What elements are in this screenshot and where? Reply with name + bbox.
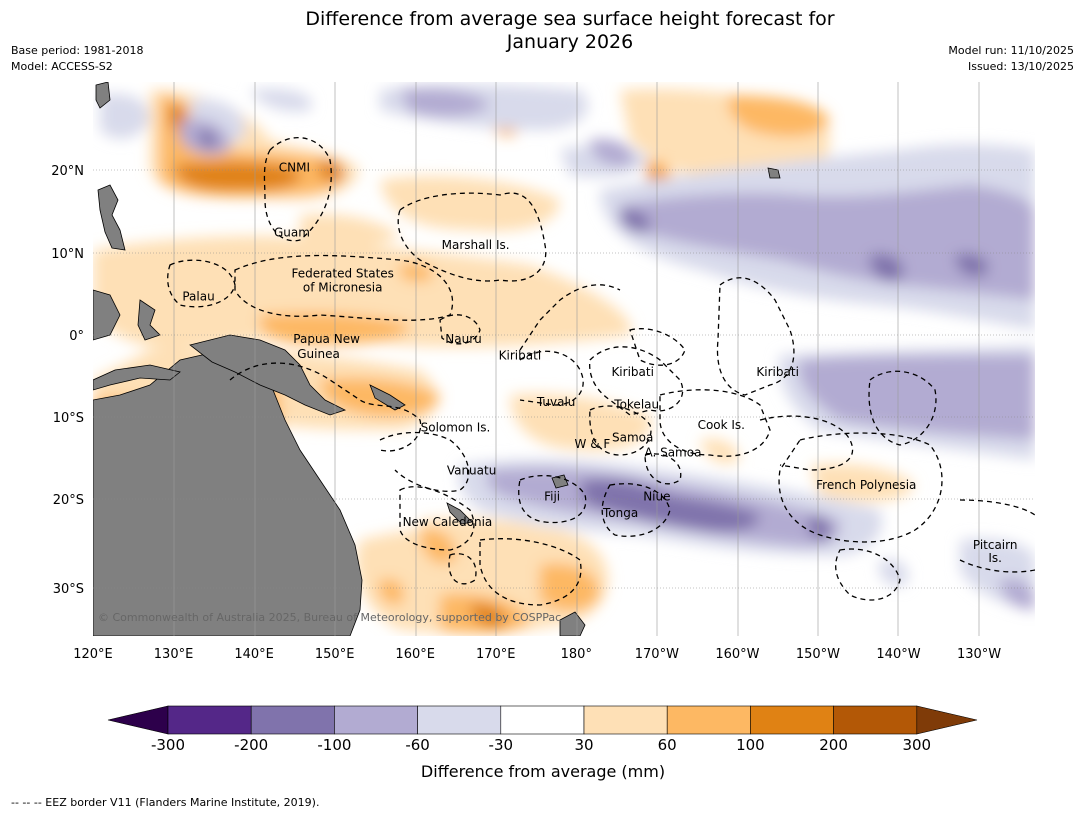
place-label: Kiribati <box>611 365 653 379</box>
colorbar-bin <box>334 705 418 735</box>
australia-landmass <box>93 344 363 636</box>
lon-tick-label: 160°W <box>715 647 759 662</box>
new-guinea-landmass <box>189 334 347 416</box>
colorbar-tick-label: 30 <box>574 736 594 754</box>
colorbar-tick-label: -200 <box>234 736 269 754</box>
colorbar-bin <box>750 705 834 735</box>
colorbar-tick-label: 60 <box>657 736 677 754</box>
longitude-tick-labels: 120°E 130°E 140°E 150°E 160°E 170°E 180° 170°W 1… <box>73 647 1001 662</box>
place-label: Nauru <box>445 332 481 346</box>
place-label: Kiribati <box>756 365 798 379</box>
lon-tick-label: 170°E <box>476 647 516 662</box>
colorbar-tick-label: 300 <box>902 736 932 754</box>
graticule <box>93 169 1035 589</box>
place-label: Is. <box>988 551 1002 565</box>
latitude-tick-labels: 20°N 10°N 0° 10°S 20°S 30°S <box>51 164 84 597</box>
lon-tick-label: 130°W <box>957 647 1001 662</box>
title-line-2: January 2026 <box>506 31 634 53</box>
taiwan-landmass <box>95 82 111 109</box>
fiji-island <box>551 474 569 489</box>
colorbar <box>107 705 978 735</box>
colorbar-tick-label: 200 <box>819 736 848 754</box>
place-label: Tuvalu <box>536 395 576 409</box>
lon-tick-label: 140°W <box>876 647 920 662</box>
issued-date: Issued: 13/10/2025 <box>967 60 1074 73</box>
place-label: Cook Is. <box>698 418 745 432</box>
borneo-landmass <box>93 289 121 341</box>
place-label: Palau <box>182 289 214 303</box>
solomon-islands <box>369 384 406 411</box>
hawaii-island <box>767 167 781 179</box>
place-label: Papua New <box>293 332 360 346</box>
lon-tick-label: 140°E <box>234 647 274 662</box>
lon-tick-label: 170°W <box>635 647 679 662</box>
colorbar-bin <box>167 705 252 735</box>
lon-tick-label: 150°E <box>315 647 355 662</box>
new-caledonia-island <box>446 502 473 525</box>
place-label: Fiji <box>544 490 560 504</box>
place-label: Tokelau <box>613 398 659 412</box>
eez-footnote: -- -- -- EEZ border V11 (Flanders Marine… <box>11 796 320 809</box>
model-name: Model: ACCESS-S2 <box>11 60 113 73</box>
colorbar-bin <box>417 705 502 735</box>
colorbar-tick-label: -60 <box>405 736 430 754</box>
lat-tick-label: 20°N <box>51 164 84 179</box>
place-label: Niue <box>643 490 670 504</box>
meridians <box>173 82 980 636</box>
lat-tick-label: 20°S <box>53 493 84 508</box>
colorbar-title: Difference from average (mm) <box>420 762 666 781</box>
place-label: Guinea <box>297 347 340 361</box>
land-masses <box>93 82 781 636</box>
copyright-notice: © Commonwealth of Australia 2025, Bureau… <box>98 611 561 624</box>
place-label: Marshall Is. <box>442 238 510 252</box>
lat-tick-label: 10°S <box>53 411 84 426</box>
place-label: New Caledonia <box>403 515 493 529</box>
place-label: Samoa <box>612 431 653 445</box>
lon-tick-label: 180° <box>561 647 592 662</box>
colorbar-tick-label: -300 <box>150 736 186 754</box>
lat-tick-label: 10°N <box>51 247 84 262</box>
lat-tick-label: 30°S <box>53 582 84 597</box>
title-line-1: Difference from average sea surface heig… <box>305 8 835 30</box>
colorbar-tick-label: 100 <box>736 736 765 754</box>
place-label: Tonga <box>602 506 638 520</box>
colorbar-bin <box>583 705 668 735</box>
colorbar-max-extension <box>916 705 978 735</box>
colorbar-bin <box>500 705 585 735</box>
model-info: Base period: 1981-2018 Model: ACCESS-S2 <box>11 43 143 75</box>
place-label: Guam <box>274 226 310 240</box>
map-title: Difference from average sea surface heig… <box>0 8 1085 54</box>
lat-tick-label: 0° <box>69 329 84 344</box>
lon-tick-label: 130°E <box>154 647 194 662</box>
new-zealand-landmass <box>559 611 586 636</box>
place-label: CNMI <box>279 161 310 175</box>
philippines-landmass <box>97 184 126 251</box>
place-label: of Micronesia <box>303 280 383 294</box>
model-run-date: Model run: 11/10/2025 <box>948 44 1074 57</box>
lon-tick-label: 160°E <box>395 647 435 662</box>
place-label: French Polynesia <box>816 478 916 492</box>
place-label: W & F <box>575 437 611 451</box>
place-label: Pitcairn <box>973 538 1018 552</box>
place-label: A. Samoa <box>644 445 701 459</box>
colorbar-tick-label: -100 <box>317 736 352 754</box>
run-info: Model run: 11/10/2025 Issued: 13/10/2025 <box>948 43 1074 75</box>
colorbar-bin <box>250 705 335 735</box>
place-label: Federated States <box>291 267 393 281</box>
sumatra-landmass <box>93 364 181 391</box>
place-label: Solomon Is. <box>421 421 491 435</box>
lon-tick-label: 120°E <box>73 647 113 662</box>
place-label: Vanuatu <box>447 463 497 477</box>
eez-borders <box>167 137 1035 606</box>
colorbar-min-extension <box>107 705 169 735</box>
colorbar-bin <box>833 705 918 735</box>
base-period: Base period: 1981-2018 <box>11 44 144 57</box>
place-label: Kiribati <box>499 349 541 363</box>
colorbar-bin <box>666 705 751 735</box>
colorbar-tick-label: -30 <box>488 736 514 754</box>
lon-tick-label: 150°W <box>796 647 840 662</box>
